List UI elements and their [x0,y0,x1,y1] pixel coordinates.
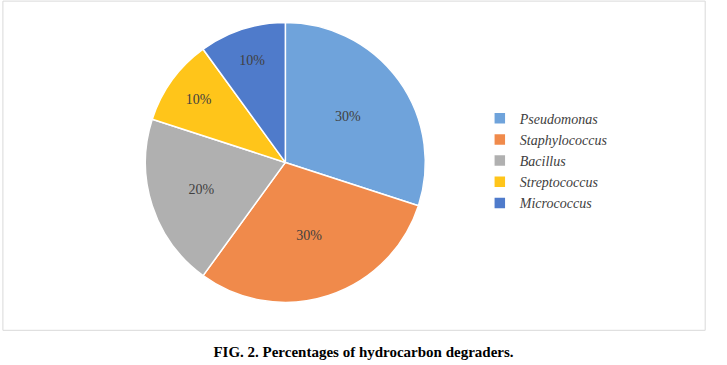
svg-text:Micrococcus: Micrococcus [519,196,592,211]
svg-text:Pseudomonas: Pseudomonas [519,112,598,127]
svg-text:Streptococcus: Streptococcus [520,175,599,190]
svg-text:20%: 20% [189,182,215,197]
svg-text:30%: 30% [296,228,322,243]
svg-text:10%: 10% [239,53,265,68]
svg-text:Bacillus: Bacillus [520,154,566,169]
svg-text:Staphylococcus: Staphylococcus [520,133,608,148]
svg-text:30%: 30% [335,109,361,124]
svg-text:10%: 10% [186,92,212,107]
svg-text:FIG. 2. Percentages of hydroca: FIG. 2. Percentages of hydrocarbon degra… [213,344,513,360]
